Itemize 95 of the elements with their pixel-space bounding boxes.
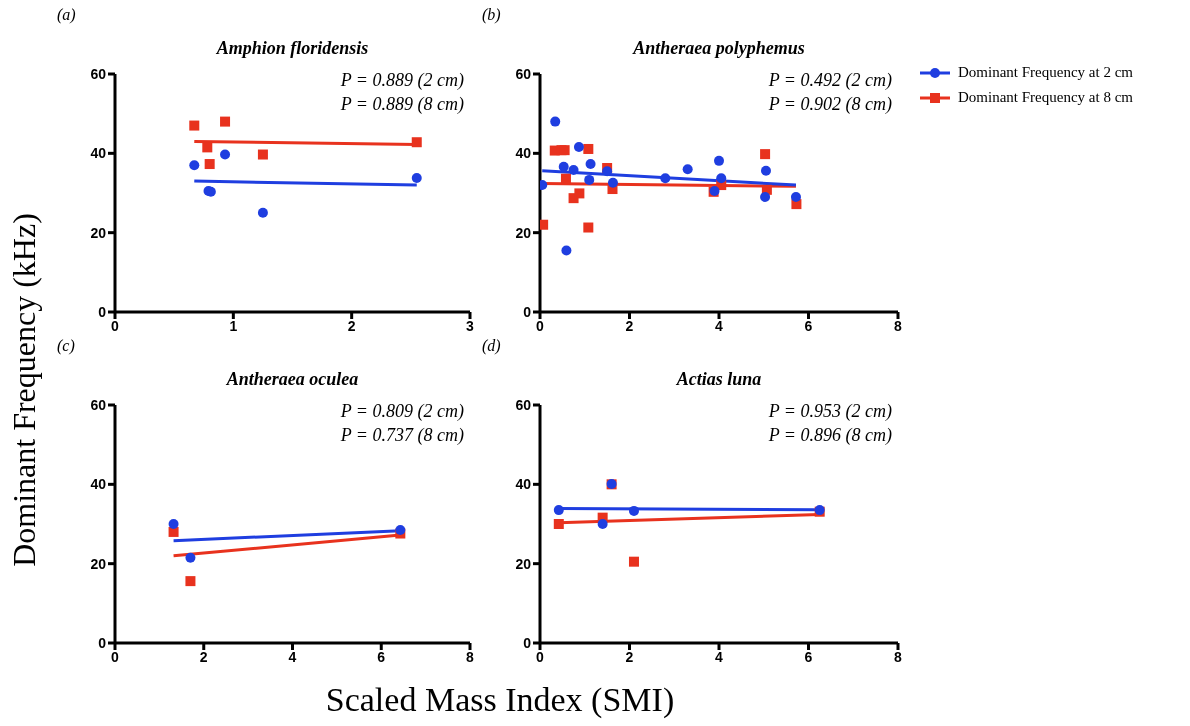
point <box>714 155 724 166</box>
y-tick-label: 20 <box>90 224 107 241</box>
x-tick-label: 2 <box>625 648 634 665</box>
x-tick-label: 4 <box>715 648 724 665</box>
point <box>682 164 693 175</box>
point <box>574 188 585 199</box>
point <box>411 172 422 183</box>
point <box>168 519 179 529</box>
point <box>550 116 561 127</box>
x-tick-label: 0 <box>111 648 120 665</box>
point <box>716 173 727 184</box>
x-tick-label: 4 <box>288 648 297 665</box>
legend-label: Dominant Frequency at 2 cm <box>958 64 1133 81</box>
point <box>628 556 639 567</box>
x-tick-label: 0 <box>111 317 120 334</box>
x-tick-label: 8 <box>894 648 903 665</box>
x-tick-label: 0 <box>536 648 545 665</box>
annotation: P = 0.953 (2 cm) <box>768 400 892 423</box>
y-tick-label: 20 <box>515 224 532 241</box>
point <box>411 137 422 148</box>
point <box>189 120 200 131</box>
y-tick-label: 40 <box>515 476 532 493</box>
chart-title: Antheraea polyphemus <box>631 38 806 59</box>
text: (d) <box>482 337 501 355</box>
annotation: P = 0.492 (2 cm) <box>768 69 892 92</box>
y-tick-label: 0 <box>98 634 107 651</box>
legend-label: Dominant Frequency at 8 cm <box>958 89 1133 106</box>
x-tick-label: 3 <box>466 317 475 334</box>
point <box>760 165 771 176</box>
point <box>185 576 196 587</box>
point <box>540 219 549 230</box>
point <box>628 505 639 516</box>
y-tick-label: 20 <box>90 555 107 572</box>
y-tick-label: 60 <box>515 65 532 82</box>
point <box>220 116 231 127</box>
point <box>597 519 608 529</box>
y-tick-label: 60 <box>515 396 532 413</box>
point <box>573 141 584 152</box>
y-tick-label: 20 <box>515 555 532 572</box>
point <box>553 519 564 529</box>
x-tick-label: 6 <box>804 648 813 665</box>
chart-title: Actias luna <box>675 369 763 390</box>
annotation: P = 0.902 (8 cm) <box>768 93 892 116</box>
point <box>607 177 618 188</box>
y-tick-label: 0 <box>523 634 532 651</box>
y-tick-label: 40 <box>515 145 532 162</box>
annotation: P = 0.737 (8 cm) <box>340 424 464 447</box>
x-axis-title: Scaled Mass Index (SMI) <box>325 681 675 719</box>
point <box>760 191 771 202</box>
point <box>760 149 771 160</box>
x-tick-label: 8 <box>466 648 475 665</box>
x-tick-label: 2 <box>199 648 208 665</box>
annotation: P = 0.889 (8 cm) <box>340 93 464 116</box>
x-tick-label: 6 <box>377 648 386 665</box>
point <box>189 160 200 171</box>
point <box>568 164 579 175</box>
y-axis-title: Dominant Frequency (kHz) <box>5 213 43 567</box>
point <box>257 149 268 160</box>
x-tick-label: 0 <box>536 317 545 334</box>
point <box>790 191 801 202</box>
point <box>585 159 596 170</box>
point <box>202 142 213 153</box>
point <box>660 173 671 184</box>
point <box>220 149 231 160</box>
x-tick-label: 6 <box>804 317 813 334</box>
annotation: P = 0.889 (2 cm) <box>340 69 464 92</box>
x-tick-label: 4 <box>715 317 724 334</box>
point <box>204 159 215 170</box>
x-tick-label: 2 <box>625 317 634 334</box>
y-tick-label: 0 <box>523 303 532 320</box>
y-tick-label: 0 <box>98 303 107 320</box>
x-tick-label: 2 <box>347 317 356 334</box>
x-tick-label: 1 <box>229 317 238 334</box>
y-tick-label: 60 <box>90 65 107 82</box>
y-tick-label: 40 <box>90 476 107 493</box>
chart-title: Antheraea oculea <box>225 369 360 390</box>
annotation: P = 0.809 (2 cm) <box>340 400 464 423</box>
point <box>584 174 595 185</box>
annotation: P = 0.896 (8 cm) <box>768 424 892 447</box>
point <box>395 524 406 535</box>
y-tick-label: 40 <box>90 145 107 162</box>
x-tick-label: 8 <box>894 317 903 334</box>
point <box>185 552 196 563</box>
chart-title: Amphion floridensis <box>215 38 370 59</box>
point <box>558 161 569 172</box>
text: (c) <box>57 337 75 355</box>
point <box>560 173 571 184</box>
text: (b) <box>482 6 501 24</box>
point <box>257 207 268 218</box>
point <box>553 505 564 516</box>
point <box>561 245 572 256</box>
point <box>583 143 594 154</box>
point <box>583 222 594 233</box>
y-tick-label: 60 <box>90 396 107 413</box>
text: (a) <box>57 6 76 24</box>
